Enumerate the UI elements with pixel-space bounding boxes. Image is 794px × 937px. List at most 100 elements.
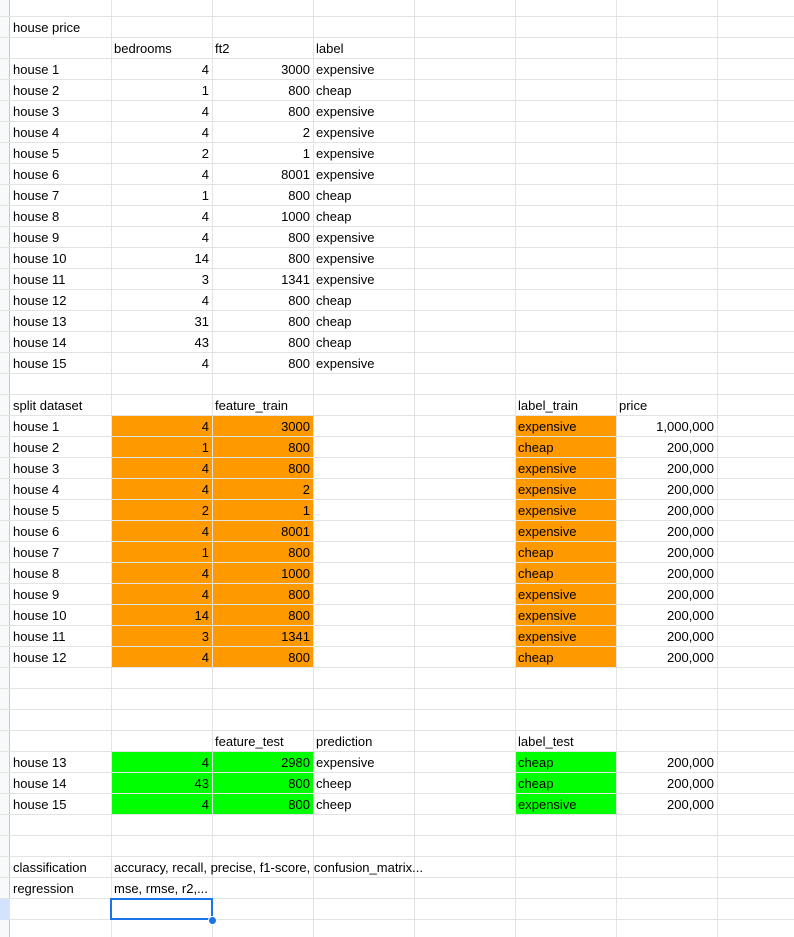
train-house-name-cell[interactable]: house 12 — [13, 650, 67, 665]
ft2-cell[interactable]: 1341 — [281, 272, 310, 287]
train-house-name-cell[interactable]: house 4 — [13, 482, 60, 497]
label-train-cell[interactable]: expensive — [518, 608, 577, 623]
ft2-cell[interactable]: 800 — [288, 188, 310, 203]
house-name-cell[interactable]: house 12 — [13, 293, 67, 308]
house-name-cell[interactable]: house 1 — [13, 62, 60, 77]
bedrooms-cell[interactable]: 4 — [201, 62, 209, 77]
fill-handle[interactable] — [208, 916, 217, 925]
test-ft2-cell[interactable]: 800 — [288, 776, 310, 791]
test-bedrooms-cell[interactable]: 4 — [201, 797, 209, 812]
row-header-gutter[interactable] — [0, 0, 10, 937]
train-ft2-cell[interactable]: 1341 — [281, 629, 310, 644]
test-house-name-cell[interactable]: house 15 — [13, 797, 67, 812]
train-price-cell[interactable]: 200,000 — [667, 545, 714, 560]
bedrooms-cell[interactable]: 4 — [201, 209, 209, 224]
house-name-cell[interactable]: house 8 — [13, 209, 60, 224]
prediction-cell[interactable]: cheep — [316, 776, 352, 791]
train-bedrooms-cell[interactable]: 4 — [201, 419, 209, 434]
ft2-header-cell[interactable]: ft2 — [215, 41, 230, 56]
bedrooms-cell[interactable]: 3 — [201, 272, 209, 287]
train-bedrooms-cell[interactable]: 3 — [201, 629, 209, 644]
train-bedrooms-cell[interactable]: 4 — [201, 461, 209, 476]
train-ft2-cell[interactable]: 1000 — [281, 566, 310, 581]
ft2-cell[interactable]: 1 — [302, 146, 310, 161]
house-name-cell[interactable]: house 13 — [13, 314, 67, 329]
label-test-cell[interactable]: cheap — [518, 755, 554, 770]
house-name-cell[interactable]: house 6 — [13, 167, 60, 182]
label-train-cell[interactable]: cheap — [518, 566, 554, 581]
bedrooms-cell[interactable]: 14 — [194, 251, 209, 266]
train-price-cell[interactable]: 200,000 — [667, 587, 714, 602]
label-cell[interactable]: expensive — [316, 272, 375, 287]
row-header-selected[interactable] — [0, 899, 10, 920]
train-house-name-cell[interactable]: house 8 — [13, 566, 60, 581]
bedrooms-cell[interactable]: 4 — [201, 230, 209, 245]
label-train-cell[interactable]: expensive — [518, 419, 577, 434]
ft2-cell[interactable]: 3000 — [281, 62, 310, 77]
bedrooms-cell[interactable]: 2 — [201, 146, 209, 161]
train-house-name-cell[interactable]: house 5 — [13, 503, 60, 518]
house-name-cell[interactable]: house 7 — [13, 188, 60, 203]
house-name-cell[interactable]: house 3 — [13, 104, 60, 119]
train-ft2-cell[interactable]: 1 — [302, 503, 310, 518]
classification-label-cell[interactable]: classification — [13, 860, 87, 875]
label-cell[interactable]: expensive — [316, 356, 375, 371]
train-ft2-cell[interactable]: 800 — [288, 587, 310, 602]
train-price-cell[interactable]: 200,000 — [667, 524, 714, 539]
label-train-cell[interactable]: expensive — [518, 482, 577, 497]
train-price-cell[interactable]: 200,000 — [667, 566, 714, 581]
train-bedrooms-cell[interactable]: 2 — [201, 503, 209, 518]
train-ft2-cell[interactable]: 2 — [302, 482, 310, 497]
train-price-cell[interactable]: 200,000 — [667, 629, 714, 644]
train-price-cell[interactable]: 200,000 — [667, 440, 714, 455]
bedrooms-cell[interactable]: 1 — [201, 83, 209, 98]
train-price-cell[interactable]: 200,000 — [667, 482, 714, 497]
label-cell[interactable]: expensive — [316, 251, 375, 266]
train-bedrooms-cell[interactable]: 4 — [201, 587, 209, 602]
label-cell[interactable]: cheap — [316, 314, 352, 329]
active-cell-selection[interactable] — [110, 898, 213, 920]
bedrooms-cell[interactable]: 4 — [201, 167, 209, 182]
sheet-title-cell[interactable]: house price — [13, 20, 81, 35]
house-name-cell[interactable]: house 2 — [13, 83, 60, 98]
test-bedrooms-cell[interactable]: 4 — [201, 755, 209, 770]
test-price-cell[interactable]: 200,000 — [667, 797, 714, 812]
train-bedrooms-cell[interactable]: 1 — [201, 545, 209, 560]
label-cell[interactable]: expensive — [316, 62, 375, 77]
ft2-cell[interactable]: 800 — [288, 335, 310, 350]
label-cell[interactable]: expensive — [316, 125, 375, 140]
regression-label-cell[interactable]: regression — [13, 881, 74, 896]
label-cell[interactable]: cheap — [316, 83, 352, 98]
bedrooms-cell[interactable]: 4 — [201, 125, 209, 140]
bedrooms-cell[interactable]: 31 — [194, 314, 209, 329]
train-ft2-cell[interactable]: 800 — [288, 440, 310, 455]
train-house-name-cell[interactable]: house 6 — [13, 524, 60, 539]
label-cell[interactable]: cheap — [316, 209, 352, 224]
label-train-header-cell[interactable]: label_train — [518, 398, 578, 413]
ft2-cell[interactable]: 800 — [288, 104, 310, 119]
bedrooms-cell[interactable]: 4 — [201, 356, 209, 371]
test-ft2-cell[interactable]: 800 — [288, 797, 310, 812]
train-ft2-cell[interactable]: 800 — [288, 650, 310, 665]
label-test-cell[interactable]: expensive — [518, 797, 577, 812]
house-name-cell[interactable]: house 11 — [13, 272, 66, 287]
house-name-cell[interactable]: house 4 — [13, 125, 60, 140]
bedrooms-cell[interactable]: 4 — [201, 293, 209, 308]
house-name-cell[interactable]: house 5 — [13, 146, 60, 161]
label-train-cell[interactable]: expensive — [518, 587, 577, 602]
label-test-header-cell[interactable]: label_test — [518, 734, 574, 749]
house-name-cell[interactable]: house 10 — [13, 251, 67, 266]
test-price-cell[interactable]: 200,000 — [667, 755, 714, 770]
bedrooms-cell[interactable]: 43 — [194, 335, 209, 350]
train-bedrooms-cell[interactable]: 4 — [201, 482, 209, 497]
test-house-name-cell[interactable]: house 14 — [13, 776, 67, 791]
label-cell[interactable]: expensive — [316, 104, 375, 119]
split-dataset-title-cell[interactable]: split dataset — [13, 398, 83, 413]
label-train-cell[interactable]: expensive — [518, 503, 577, 518]
label-cell[interactable]: cheap — [316, 188, 352, 203]
test-price-cell[interactable]: 200,000 — [667, 776, 714, 791]
train-ft2-cell[interactable]: 800 — [288, 608, 310, 623]
test-house-name-cell[interactable]: house 13 — [13, 755, 67, 770]
train-house-name-cell[interactable]: house 7 — [13, 545, 60, 560]
